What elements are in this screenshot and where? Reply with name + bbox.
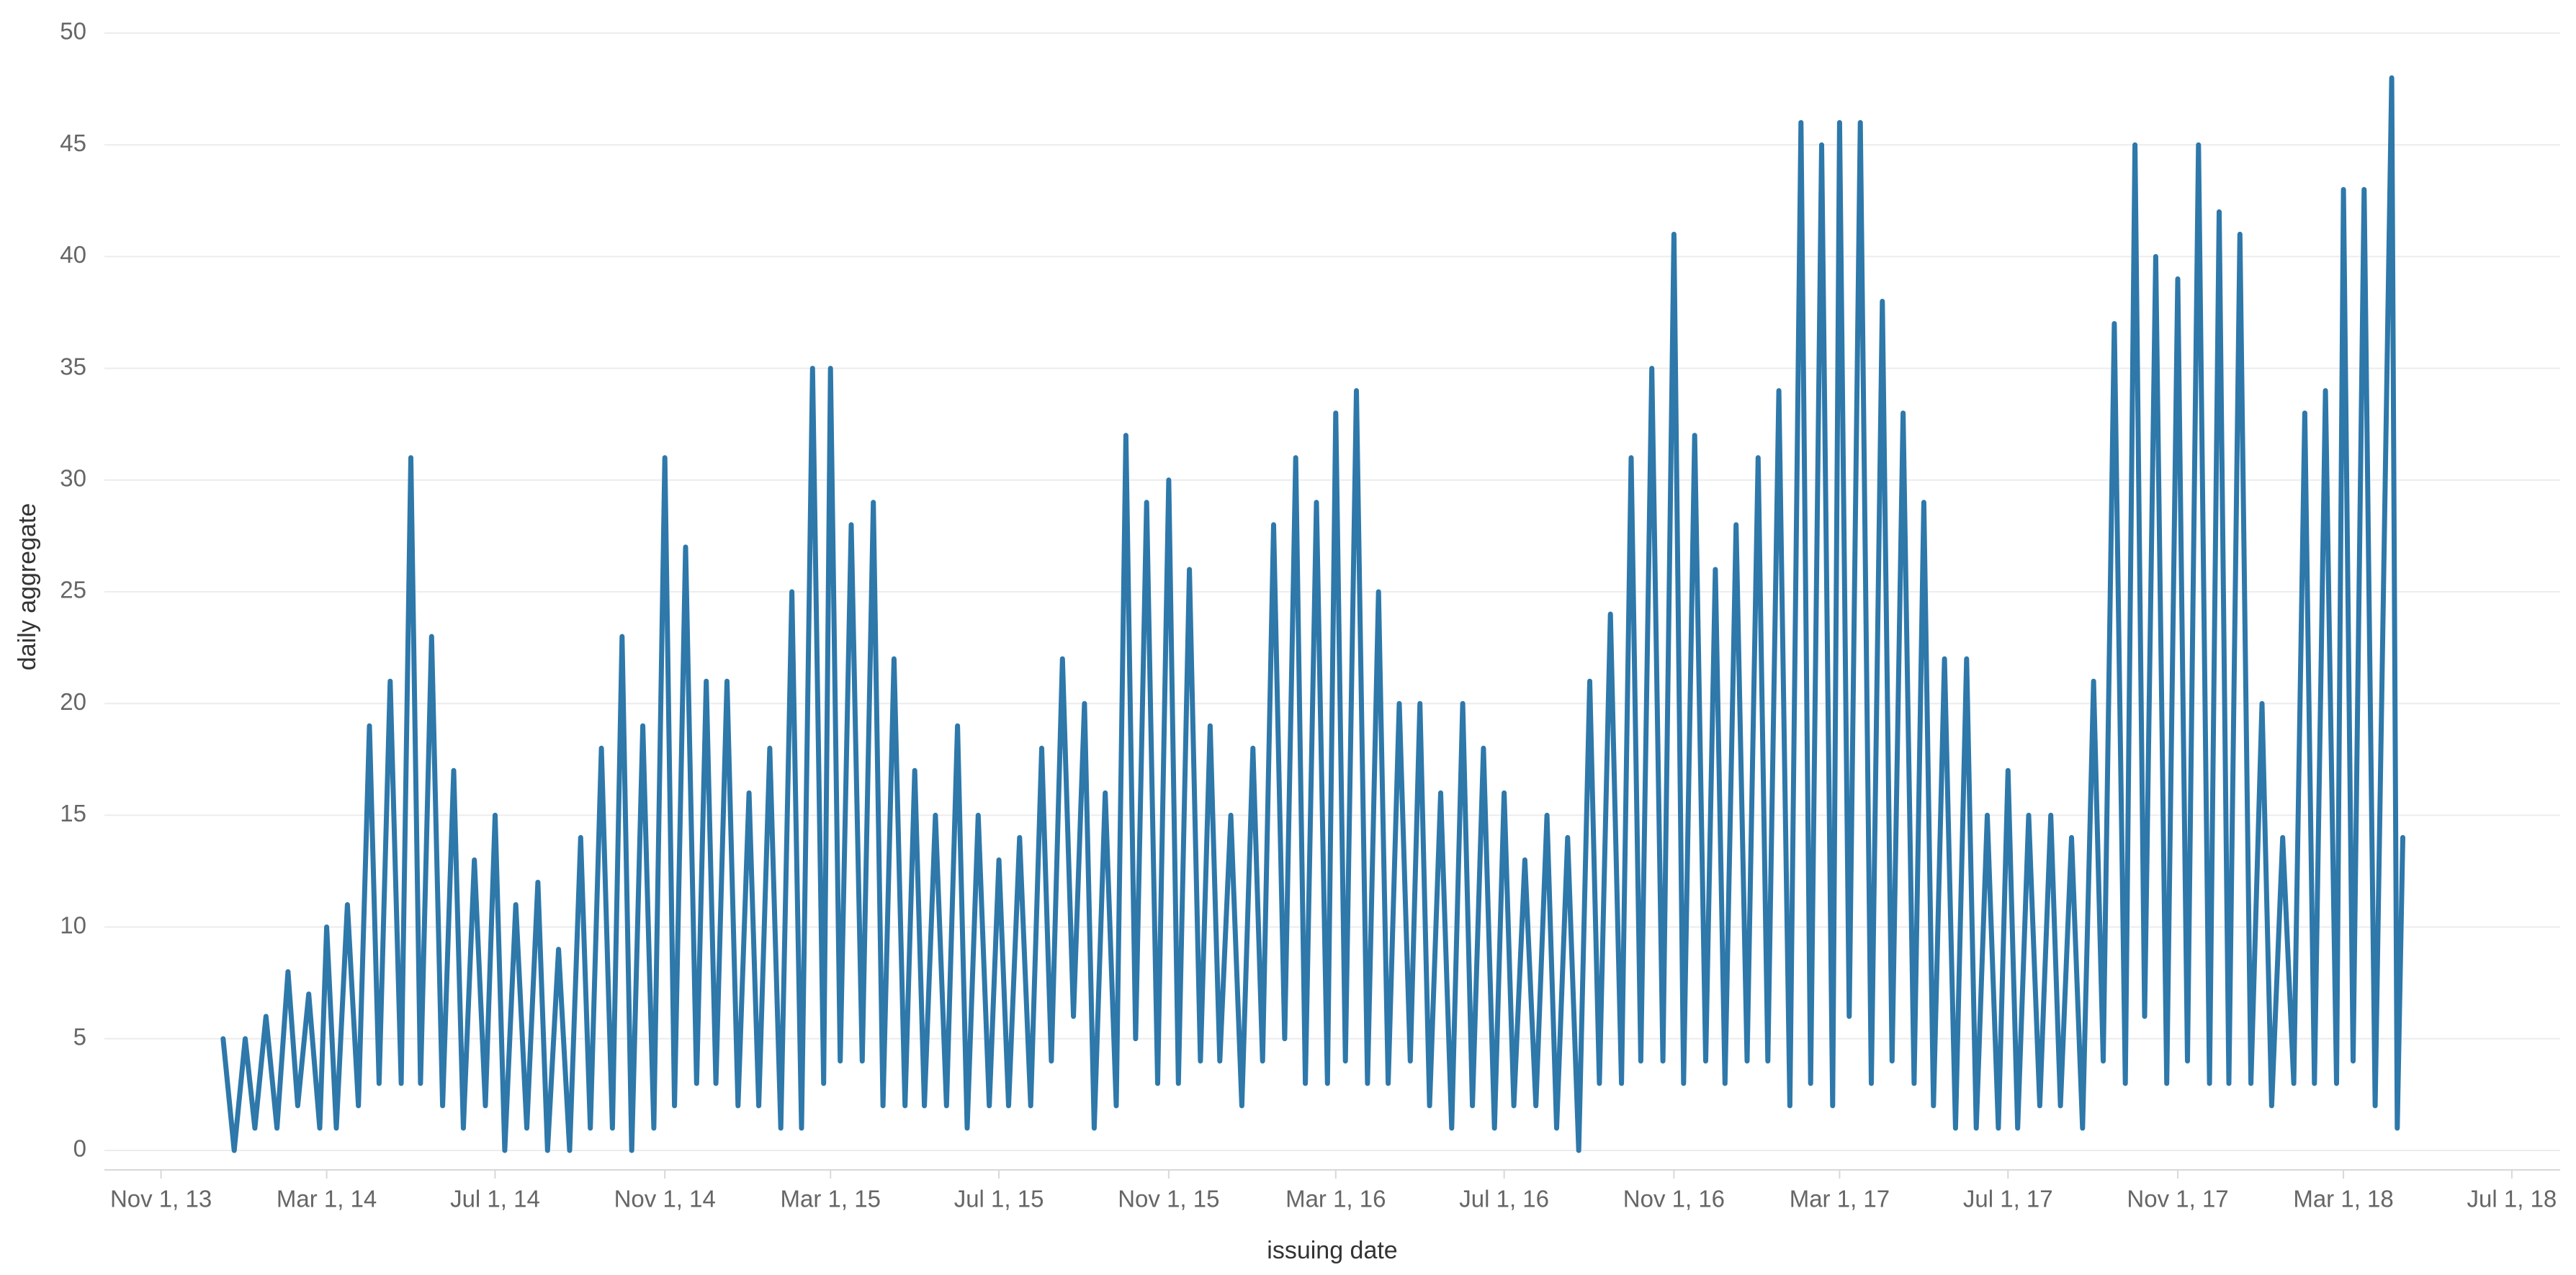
x-tick-label: Jul 1, 18 <box>2467 1186 2557 1212</box>
x-tick-label: Nov 1, 16 <box>1623 1186 1725 1212</box>
y-tick-label: 20 <box>60 688 86 715</box>
y-tick-label: 45 <box>60 130 86 156</box>
x-axis-title: issuing date <box>1267 1237 1397 1264</box>
x-tick-label: Jul 1, 14 <box>450 1186 540 1212</box>
x-tick-label: Mar 1, 18 <box>2293 1186 2393 1212</box>
x-tick-label: Nov 1, 13 <box>110 1186 212 1212</box>
y-tick-label: 5 <box>73 1024 86 1050</box>
x-tick-label: Jul 1, 17 <box>1963 1186 2053 1212</box>
x-tick-label: Mar 1, 14 <box>277 1186 377 1212</box>
y-tick-label: 30 <box>60 465 86 492</box>
x-tick-label: Jul 1, 16 <box>1459 1186 1549 1212</box>
y-tick-label: 0 <box>73 1135 86 1162</box>
y-tick-label: 40 <box>60 241 86 268</box>
y-tick-label: 35 <box>60 353 86 379</box>
y-tick-label: 25 <box>60 577 86 603</box>
y-tick-label: 15 <box>60 800 86 826</box>
x-tick-label: Nov 1, 15 <box>1118 1186 1219 1212</box>
x-tick-label: Mar 1, 17 <box>1790 1186 1890 1212</box>
x-tick-label: Nov 1, 14 <box>614 1186 716 1212</box>
x-tick-label: Nov 1, 17 <box>2127 1186 2228 1212</box>
y-tick-label: 10 <box>60 911 86 938</box>
y-tick-label: 50 <box>60 18 86 45</box>
data-line <box>220 75 2405 1153</box>
x-tick-label: Mar 1, 15 <box>781 1186 881 1212</box>
y-axis-title: daily aggregate <box>14 503 41 671</box>
x-tick-label: Jul 1, 15 <box>954 1186 1044 1212</box>
x-tick-label: Mar 1, 16 <box>1285 1186 1386 1212</box>
